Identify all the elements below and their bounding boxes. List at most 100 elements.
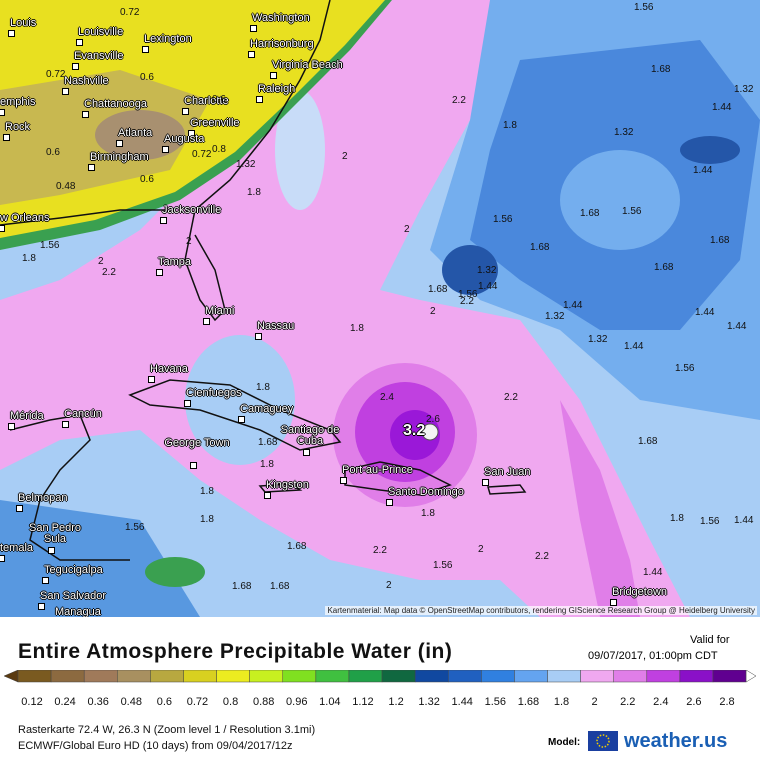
contour-label: 1.68 (654, 262, 674, 273)
contour-label: 2 (186, 236, 192, 247)
city-marker (162, 146, 169, 153)
city-label: Managua (55, 606, 101, 618)
legend-swatch (646, 670, 681, 683)
city-marker (8, 423, 15, 430)
contour-label: 1.56 (675, 363, 695, 374)
contour-label: 1.8 (670, 513, 684, 524)
footer-line: ECMWF/Global Euro HD (10 days) from 09/0… (18, 740, 293, 752)
legend-label: 1.32 (418, 696, 439, 708)
legend-swatch (50, 670, 85, 683)
contour-label: 1.68 (428, 284, 448, 295)
city-label: w Orleans (0, 212, 50, 224)
center-label: 3.2 (403, 422, 426, 439)
contour-label: 0.6 (46, 147, 60, 158)
legend-swatch (514, 670, 548, 683)
contour-label: 0.72 (192, 149, 212, 160)
contour-label: 2 (404, 224, 410, 235)
contour-label: 1.44 (478, 281, 498, 292)
city-marker (270, 72, 277, 79)
city-label: Havana (150, 363, 188, 375)
contour-label: 1.8 (200, 514, 214, 525)
legend-swatch (679, 670, 714, 683)
map-background (0, 0, 760, 617)
map: Kartenmaterial: Map data © OpenStreetMap… (0, 0, 760, 617)
city-label: Jacksonville (162, 204, 222, 216)
city-label: Washington (252, 12, 310, 24)
legend-swatch (83, 670, 118, 683)
contour-label: 1.44 (734, 515, 754, 526)
city-label: Nashville (64, 75, 109, 87)
city-marker (610, 599, 617, 606)
legend-swatch (282, 670, 317, 683)
contour-label: 1.44 (563, 300, 583, 311)
contour-label: 2.2 (535, 551, 549, 562)
city-marker (303, 449, 310, 456)
contour-label: 0.8 (212, 144, 226, 155)
legend-swatch (580, 670, 614, 683)
legend-label: 1.12 (352, 696, 373, 708)
city-marker (156, 269, 163, 276)
contour-label: 2.4 (380, 392, 394, 403)
city-marker (250, 25, 257, 32)
contour-label: 1.44 (712, 102, 732, 113)
legend-swatch (414, 670, 449, 683)
contour-label: 1.68 (710, 235, 730, 246)
contour-label: 2 (342, 151, 348, 162)
legend-label: 0.8 (223, 696, 238, 708)
contour-label: 1.32 (545, 311, 565, 322)
legend-swatch (712, 670, 747, 683)
city-marker (16, 505, 23, 512)
contour-label: 0.72 (46, 69, 66, 80)
city-marker (82, 111, 89, 118)
city-marker (386, 499, 393, 506)
city-label: Virginia Beach (272, 59, 343, 71)
city-label: Augusta (164, 133, 205, 145)
contour-label: 1.68 (287, 541, 307, 552)
contour-label: 1.8 (421, 508, 435, 519)
city-marker (190, 462, 197, 469)
legend-label: 2.2 (620, 696, 635, 708)
contour-label: 2 (478, 544, 484, 555)
contour-label: 2 (430, 306, 436, 317)
contour-label: 1.68 (580, 208, 600, 219)
city-label: Santo Domingo (388, 486, 464, 498)
map-attribution: Kartenmaterial: Map data © OpenStreetMap… (325, 606, 757, 615)
legend-label: 1.44 (452, 696, 473, 708)
legend-label: 1.8 (554, 696, 569, 708)
legend-swatch (315, 670, 350, 683)
city-label: Nassau (257, 320, 295, 332)
city-marker (8, 30, 15, 37)
city-label: Charlotte (184, 95, 229, 107)
city-label: Santiago de Cuba (280, 424, 340, 447)
legend-label: 0.72 (187, 696, 208, 708)
brand: weather.us (624, 730, 728, 752)
city-label: Belmopan (18, 492, 68, 504)
valid-time: 09/07/2017, 01:00pm CDT (588, 650, 718, 662)
city-marker (62, 421, 69, 428)
city-label: Atlanta (118, 127, 153, 139)
legend: 0.12 0.24 0.36 0.48 0.6 0.72 0.8 0.88 0.96 1.04 1.… (3, 670, 757, 708)
city-label: temala (0, 542, 34, 554)
city-marker (62, 88, 69, 95)
contour-label: 1.56 (433, 560, 453, 571)
city-marker (0, 555, 5, 562)
legend-label: 0.96 (286, 696, 307, 708)
legend-label: 0.24 (54, 696, 75, 708)
contour-label: 2.6 (426, 414, 440, 425)
contour-label: 1.56 (40, 240, 60, 251)
city-label: Mérida (10, 410, 44, 422)
city-label: Lexington (144, 33, 192, 45)
city-marker (116, 140, 123, 147)
contour-label: 1.44 (693, 165, 713, 176)
city-label: San Juan (484, 466, 531, 478)
legend-label: 0.6 (157, 696, 172, 708)
city-marker (76, 39, 83, 46)
city-label: Miami (205, 305, 235, 317)
legend-label: 0.36 (87, 696, 108, 708)
contour-label: 1.8 (503, 120, 517, 131)
legend-swatch (381, 670, 416, 683)
city-marker (148, 376, 155, 383)
legend-label: 1.68 (518, 696, 539, 708)
contour-label: 2.2 (504, 392, 518, 403)
legend-label: 0.48 (121, 696, 142, 708)
